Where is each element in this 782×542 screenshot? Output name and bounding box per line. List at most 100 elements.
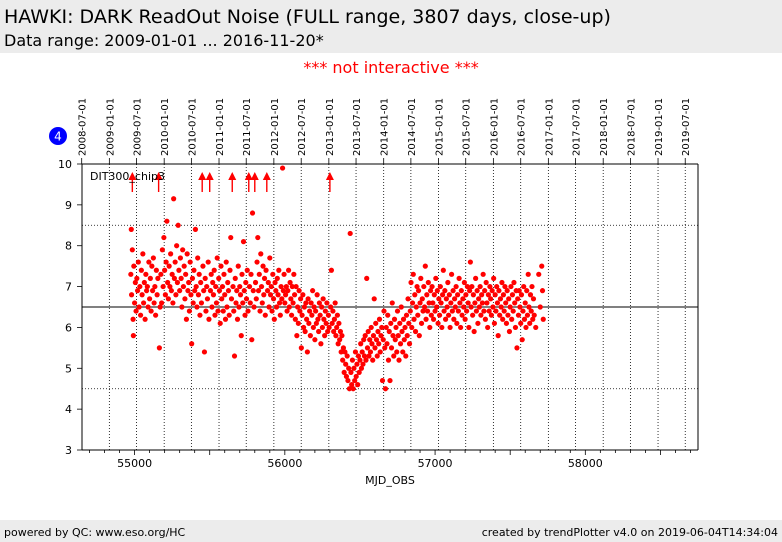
data-point [325, 312, 331, 318]
data-point [424, 292, 430, 298]
date-tick-label: 2012-01-01 [270, 98, 281, 156]
data-point [247, 300, 253, 306]
data-point [527, 320, 533, 326]
data-point [266, 304, 272, 310]
data-point [445, 279, 451, 286]
data-point [522, 300, 528, 306]
y-axis-ticks: 3 4 5 6 7 8 9 10 [58, 158, 82, 457]
data-point [259, 300, 265, 306]
data-point [150, 255, 156, 261]
data-point [179, 304, 185, 310]
x-tick-label: 58000 [568, 457, 603, 470]
data-point [403, 312, 410, 318]
data-point [221, 271, 227, 277]
data-point [287, 279, 293, 286]
data-point [498, 304, 504, 310]
data-point [391, 316, 398, 322]
data-point [481, 308, 487, 314]
data-point [424, 308, 431, 314]
data-point [459, 312, 465, 318]
data-point [153, 312, 159, 318]
data-point [254, 259, 260, 265]
data-point [203, 308, 209, 314]
y-tick-label: 10 [58, 158, 72, 171]
data-point [440, 267, 446, 273]
data-point [428, 312, 434, 318]
data-point [134, 275, 140, 281]
data-point [460, 296, 466, 302]
data-point [447, 324, 453, 331]
data-point [494, 300, 501, 306]
data-point [537, 304, 543, 310]
data-point [501, 308, 507, 314]
data-point [263, 267, 269, 273]
data-point [355, 353, 362, 359]
data-point [376, 341, 382, 347]
data-point [343, 361, 349, 367]
data-point [257, 308, 263, 314]
data-point [525, 271, 531, 277]
data-point [144, 288, 150, 294]
data-point [168, 288, 174, 294]
data-point [475, 320, 481, 326]
data-point [270, 296, 277, 302]
data-point [255, 288, 262, 294]
data-point [296, 288, 302, 294]
data-point [258, 283, 265, 290]
data-point [409, 324, 415, 331]
data-point [128, 292, 135, 298]
data-point [406, 341, 413, 347]
data-point [334, 324, 340, 331]
data-point [276, 267, 282, 273]
data-point [536, 271, 542, 277]
data-point [308, 300, 314, 306]
data-point [461, 304, 467, 310]
data-point [213, 300, 220, 306]
data-point [315, 316, 321, 322]
data-point [516, 288, 522, 294]
data-point [467, 259, 473, 265]
data-point [358, 365, 365, 371]
data-point [476, 304, 482, 310]
data-point [482, 288, 488, 294]
data-point [195, 292, 202, 298]
data-point [210, 279, 216, 286]
data-point [250, 288, 256, 294]
x-tick-label: 55000 [117, 457, 152, 470]
date-tick-label: 2011-01-01 [215, 98, 226, 156]
data-point [465, 300, 471, 306]
y-tick-label: 9 [65, 199, 72, 212]
footer-credit: powered by QC: www.eso.org/HC [4, 526, 186, 539]
data-point [304, 349, 310, 355]
data-point [400, 316, 407, 322]
data-point [156, 345, 162, 351]
data-point [482, 316, 489, 322]
data-point [233, 300, 239, 306]
data-point [255, 234, 261, 241]
data-point [350, 386, 356, 392]
data-point [173, 292, 179, 298]
data-point [392, 337, 398, 343]
date-tick-label: 2015-07-01 [462, 98, 473, 156]
data-point [237, 283, 243, 290]
data-point [183, 316, 190, 322]
data-point [279, 165, 286, 171]
data-point [293, 283, 299, 290]
data-point [137, 283, 143, 290]
data-point [204, 283, 210, 290]
data-point [430, 316, 437, 322]
data-point [524, 288, 530, 294]
data-point [159, 300, 165, 306]
data-point [298, 296, 304, 302]
data-point [373, 337, 380, 343]
axes [81, 163, 699, 451]
data-point [442, 288, 448, 294]
outlier-markers [128, 172, 334, 192]
data-point [249, 337, 255, 343]
data-point [368, 324, 374, 331]
data-point [500, 292, 507, 298]
data-point [206, 316, 212, 322]
data-point [265, 279, 271, 286]
data-point [499, 279, 505, 286]
